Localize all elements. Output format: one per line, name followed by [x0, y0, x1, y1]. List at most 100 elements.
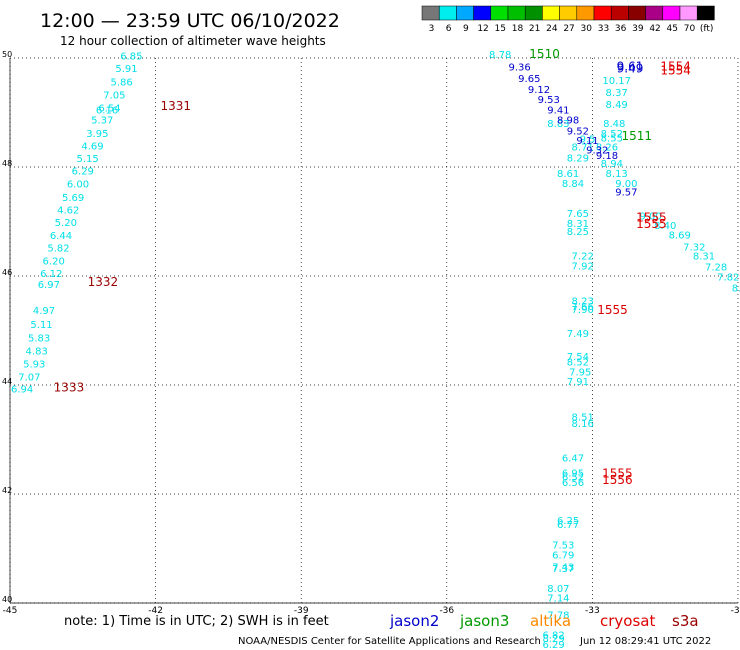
wave-height-label: 7.65: [567, 209, 589, 220]
wave-height-label: 8.98: [557, 115, 579, 126]
wave-height-label: 6.52: [562, 472, 584, 483]
wave-height-label: 7.91: [567, 377, 589, 388]
wave-height-label: 7.66: [572, 302, 594, 313]
wave-height-label: 8.23: [572, 296, 594, 307]
wave-height-label: 7.82: [717, 272, 739, 283]
wave-height-label: 7.78: [547, 610, 569, 621]
time-annotation: 9.61: [617, 60, 644, 74]
time-annotation: 1556: [602, 473, 633, 487]
chart-title: 12:00 — 23:59 UTC 06/10/2022: [40, 10, 340, 32]
colorbar-label: 30: [581, 24, 593, 34]
wave-height-label: 8.29: [567, 154, 589, 165]
wave-height-label: 7.37: [552, 564, 574, 575]
colorbar-swatch: [524, 5, 543, 21]
colorbar-label: 36: [615, 24, 627, 34]
wave-height-label: 7.43: [552, 562, 574, 573]
y-tick-label: 40: [2, 595, 12, 604]
y-tick-label: 44: [2, 377, 12, 386]
colorbar-swatch: [438, 5, 457, 21]
wave-height-label: 7.92: [572, 261, 594, 272]
wave-height-label: 8.78: [489, 50, 511, 61]
wave-height-label: 8.61: [557, 169, 579, 180]
wave-height-label: 6.16: [96, 106, 118, 117]
wave-height-label: 9.12: [528, 85, 550, 96]
wave-height-label: 7.22: [572, 252, 594, 263]
colorbar-label: 12: [477, 24, 488, 34]
colorbar-swatch: [645, 5, 664, 21]
x-tick-label: -30: [731, 606, 740, 616]
colorbar-swatch: [421, 5, 440, 21]
chart-subtitle: 12 hour collection of altimeter wave hei…: [60, 34, 326, 48]
wave-height-label: 6.85: [120, 52, 142, 63]
wave-height-label: 7.49: [567, 329, 589, 340]
wave-height-label: 8.13: [606, 169, 628, 180]
colorbar-swatch: [473, 5, 492, 21]
footer-timestamp: Jun 12 08:29:41 UTC 2022: [579, 636, 711, 647]
wave-height-label: 9.52: [567, 126, 589, 137]
wave-height-label: 6.54: [98, 103, 120, 114]
wave-height-label: 9.36: [508, 63, 530, 74]
wave-height-label: 7.14: [547, 593, 569, 604]
wave-height-label: 5.37: [91, 115, 113, 126]
time-annotation: 9.49: [617, 62, 644, 76]
wave-height-label: 8.37: [606, 88, 628, 99]
wave-height-label: 5.86: [110, 77, 132, 88]
wave-height-label: 8.71: [572, 143, 594, 154]
wave-height-label: 6.82: [542, 630, 564, 641]
colorbar-swatch: [696, 5, 715, 21]
colorbar-swatch: [559, 5, 578, 21]
wave-height-label: 7.07: [18, 373, 40, 384]
time-annotation: 1333: [54, 381, 85, 395]
wave-height-label: 7.05: [103, 90, 125, 101]
colorbar-swatch: [490, 5, 509, 21]
y-tick-label: 50: [2, 50, 12, 59]
wave-height-label: 8.52: [567, 357, 589, 368]
colorbar-swatch: [662, 5, 681, 21]
wave-height-label: 8.84: [562, 179, 584, 190]
colorbar-label: 15: [495, 24, 506, 34]
legend-entry-jason3: jason3: [459, 612, 509, 630]
wave-height-label: 8.16: [572, 419, 594, 430]
wave-height-label: 9.41: [547, 106, 569, 117]
x-tick-label: -42: [148, 606, 163, 616]
wave-height-label: 8.69: [669, 230, 691, 241]
wave-height-label: 6.97: [38, 280, 60, 291]
wave-height-label: 4.69: [81, 142, 103, 153]
wave-height-label: 5.69: [62, 193, 84, 204]
colorbar-swatch: [542, 5, 560, 21]
colorbar-label: 42: [649, 24, 660, 34]
wave-height-label: 9.00: [615, 179, 637, 190]
wave-height-label: 7.32: [683, 242, 705, 253]
y-tick-label: 42: [2, 486, 12, 495]
colorbar-swatch: [610, 5, 629, 21]
wave-height-label: 8.94: [601, 159, 623, 170]
wave-height-label: 6.56: [562, 478, 584, 489]
wave-height-label: 6.29: [72, 167, 94, 178]
wave-height-label: 5.15: [77, 154, 99, 165]
wave-height-label: 6.00: [67, 180, 89, 191]
wave-height-label: 4.97: [33, 306, 55, 317]
colorbar-swatch: [507, 5, 526, 21]
colorbar-label: 24: [546, 24, 558, 34]
legend-entry-altika: altika: [530, 612, 571, 630]
wave-height-label: 7.54: [567, 352, 589, 363]
wave-height-label: 8.31: [567, 219, 589, 230]
wave-height-label: 4.83: [26, 346, 48, 357]
colorbar: 3 6 9 12 15 18 21 24 27 30 33 36 39 42 45 70 (ft): [421, 5, 715, 34]
wave-height-label: 8.25: [567, 227, 589, 238]
wave-height-label: 8.40: [654, 221, 676, 232]
colorbar-label: 39: [632, 24, 644, 34]
wave-height-label: 6.79: [552, 550, 574, 561]
wave-height-label: 9.18: [596, 151, 618, 162]
time-annotation: 1555: [602, 467, 633, 481]
wave-height-label: 9.5: [580, 134, 596, 145]
wave-height-label: 8.55: [601, 133, 623, 144]
time-annotation: 1555: [636, 217, 667, 231]
wave-height-label: 5.11: [30, 320, 52, 331]
colorbar-label: (ft): [700, 24, 714, 34]
time-annotation: 1555: [597, 303, 628, 317]
wave-height-label: 7.90: [572, 305, 594, 316]
time-annotation: 1511: [622, 129, 653, 143]
wave-height-label: 8.48: [603, 119, 625, 130]
wave-height-label: 8.07: [547, 584, 569, 595]
